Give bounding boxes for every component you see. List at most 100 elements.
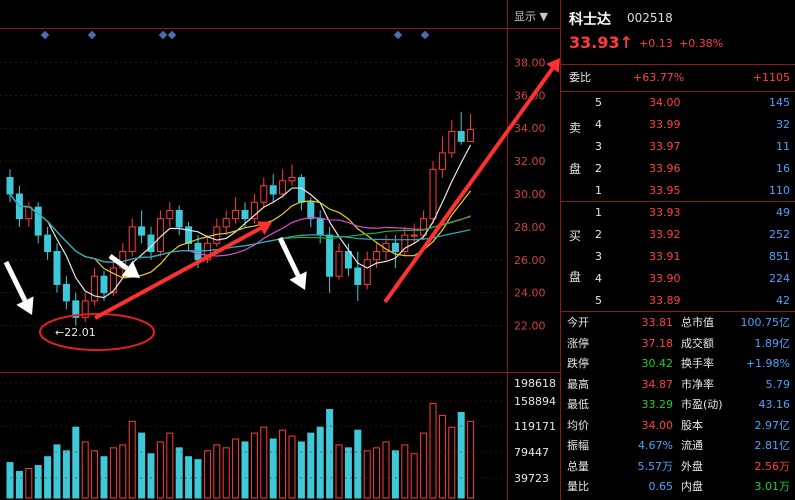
display-menu-button[interactable]: 显示 ▼ xyxy=(514,10,548,23)
stat-value: 34.00 xyxy=(641,418,674,432)
stats-row: 均价 34.00 股本 2.97亿 xyxy=(561,416,795,436)
buy-order-price: 33.92 xyxy=(649,228,681,241)
volume-bar xyxy=(62,450,70,499)
stats-row: 量比 0.65 内盘 3.01万 xyxy=(561,477,795,497)
buy-order-row[interactable]: 3 33.91 851 xyxy=(561,247,795,267)
event-marker-icon xyxy=(167,30,177,40)
stat-value: 33.29 xyxy=(641,398,674,411)
candle-body xyxy=(53,251,61,285)
volume-bar xyxy=(166,432,174,499)
stat-label: 成交额 xyxy=(681,336,714,350)
stat-label: 外盘 xyxy=(681,459,703,473)
candle-body xyxy=(448,131,456,154)
stat-value: 0.65 xyxy=(648,480,674,493)
stat-label: 总市值 xyxy=(681,316,714,329)
red-arrow-head xyxy=(546,58,560,73)
volume-bar xyxy=(429,403,437,499)
stats-row: 最低 33.29 市盈(动) 43.16 xyxy=(561,395,795,415)
buy-order-level: 3 xyxy=(595,250,602,263)
stat-value: 33.81 xyxy=(641,316,674,329)
buy-order-row[interactable]: 1 33.93 49 xyxy=(561,203,795,223)
candle-body xyxy=(128,226,136,253)
volume-bar xyxy=(438,414,446,499)
stat-label: 涨停 xyxy=(567,336,589,350)
stats-row: 涨停 37.18 成交额 1.89亿 xyxy=(561,334,795,354)
sell-order-volume: 11 xyxy=(776,140,790,153)
buy-order-row[interactable]: 2 33.92 252 xyxy=(561,225,795,245)
volume-bar xyxy=(401,444,409,499)
candle-body xyxy=(354,267,362,285)
candle-body xyxy=(288,177,296,182)
moving-average-line xyxy=(9,190,472,279)
candle-body xyxy=(34,206,42,236)
candle-body xyxy=(438,152,446,170)
white-arrow-head xyxy=(289,271,307,290)
volume-bar xyxy=(269,438,277,499)
candle-body xyxy=(91,275,99,302)
stats-row: 最高 34.87 市净率 5.79 xyxy=(561,375,795,395)
volume-bar xyxy=(53,444,61,499)
event-marker-icon xyxy=(393,30,403,40)
stat-value: 1.89亿 xyxy=(754,336,791,350)
stat-label: 股本 xyxy=(681,418,703,432)
white-arrow-shaft xyxy=(108,253,129,271)
current-price: 33.93↑ xyxy=(569,33,634,52)
stat-label: 振幅 xyxy=(567,439,589,452)
sell-order-row[interactable]: 2 33.96 16 xyxy=(561,159,795,179)
buy-order-row[interactable]: 5 33.89 42 xyxy=(561,291,795,311)
volume-bar xyxy=(6,462,14,499)
candle-body xyxy=(457,131,465,142)
sell-order-level: 4 xyxy=(595,118,602,131)
volume-bar xyxy=(81,441,89,499)
sell-label-2: 盘 xyxy=(569,162,582,176)
volume-bar xyxy=(391,450,399,499)
price-axis-label: 34.00 xyxy=(514,122,546,135)
stat-value: 4.67% xyxy=(638,439,673,452)
white-arrow-head xyxy=(121,260,140,278)
event-marker-icon xyxy=(420,30,430,40)
kline-chart-canvas[interactable]: 38.0036.0034.0032.0030.0028.0026.0024.00… xyxy=(0,0,560,500)
candle-body xyxy=(269,185,277,195)
volume-bar xyxy=(420,432,428,499)
sell-order-row[interactable]: 5 34.00 145 xyxy=(561,93,795,113)
stat-value: 43.16 xyxy=(758,398,791,411)
stat-value: 37.18 xyxy=(641,336,674,350)
volume-bar xyxy=(260,426,268,499)
candle-body xyxy=(326,234,334,277)
kline-chart[interactable]: 38.00 36.00 34.00 32.00 30.00 28.00 26.00 24.00… xyxy=(0,0,560,500)
stats-row: 今开 33.81 总市值 100.75亿 xyxy=(561,313,795,333)
buy-order-price: 33.89 xyxy=(649,294,681,307)
sell-order-level: 5 xyxy=(595,96,602,109)
sell-order-price: 33.96 xyxy=(649,162,681,175)
sell-order-price: 33.95 xyxy=(649,184,681,197)
divider xyxy=(561,91,795,92)
white-arrow-head xyxy=(16,296,34,315)
price-axis-label: 30.00 xyxy=(514,188,546,201)
stats-row: 振幅 4.67% 流通 2.81亿 xyxy=(561,436,795,456)
candle-body xyxy=(260,185,268,203)
volume-bar xyxy=(297,441,305,499)
volume-bar xyxy=(232,438,240,499)
sell-order-row[interactable]: 3 33.97 11 xyxy=(561,137,795,157)
volume-bar xyxy=(100,456,108,499)
volume-bar xyxy=(194,459,202,499)
stat-label: 最低 xyxy=(567,398,589,411)
quote-panel: 科士达 002518 33.93↑ +0.13 +0.38% 委比 +63.77… xyxy=(560,0,795,500)
buy-order-row[interactable]: 4 33.90 224 xyxy=(561,269,795,289)
volume-bar xyxy=(344,447,352,499)
buy-order-price: 33.93 xyxy=(649,206,681,219)
low-point-circle xyxy=(39,313,155,351)
divider xyxy=(561,311,795,312)
price-axis-label: 28.00 xyxy=(514,221,546,234)
white-arrow-shaft xyxy=(3,260,28,302)
candle-body xyxy=(250,201,258,220)
volume-bar xyxy=(410,453,418,499)
volume-bar xyxy=(34,465,42,499)
candle-body xyxy=(467,128,475,142)
candle-body xyxy=(138,226,146,236)
volume-axis-label: 198618 xyxy=(514,377,556,390)
sell-order-row[interactable]: 1 33.95 110 xyxy=(561,181,795,201)
sell-order-row[interactable]: 4 33.99 32 xyxy=(561,115,795,135)
buy-label: 买 xyxy=(569,229,582,243)
white-arrow-shaft xyxy=(277,236,301,277)
